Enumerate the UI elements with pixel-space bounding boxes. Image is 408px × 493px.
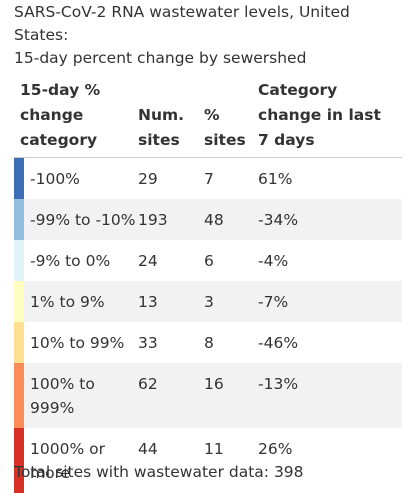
header-category-line: category (20, 128, 138, 153)
table-header-row: 15-day % change category Num. sites % si… (14, 78, 402, 158)
category-label-line: 1% to 9% (30, 290, 138, 314)
pct-sites-cell: 16 (204, 363, 258, 428)
header-change-line: 7 days (258, 128, 402, 153)
num-sites-cell: 29 (138, 158, 204, 200)
category-cell: -100% (24, 158, 138, 200)
category-change-cell: 26% (258, 428, 402, 493)
footer-total-sites: Total sites with wastewater data: 398 (14, 463, 304, 481)
header-category-change: Category change in last 7 days (258, 78, 402, 158)
header-pct-sites-line: % (204, 103, 258, 128)
category-label-line: 999% (30, 396, 138, 420)
category-label-line: -99% to -10% (30, 208, 138, 232)
category-label-line: 1000% or (30, 437, 138, 461)
num-sites-cell: 193 (138, 199, 204, 240)
pct-sites-cell: 6 (204, 240, 258, 281)
num-sites-cell: 33 (138, 322, 204, 363)
pct-sites-cell: 8 (204, 322, 258, 363)
pct-sites-cell: 11 (204, 428, 258, 493)
pct-sites-cell: 7 (204, 158, 258, 200)
category-label-line: -100% (30, 167, 138, 191)
category-color-swatch (14, 199, 24, 240)
category-label-line: 100% to (30, 372, 138, 396)
header-pct-sites: % sites (204, 78, 258, 158)
category-change-cell: -13% (258, 363, 402, 428)
num-sites-cell: 24 (138, 240, 204, 281)
pct-sites-cell: 3 (204, 281, 258, 322)
category-color-swatch (14, 158, 24, 200)
category-color-swatch (14, 240, 24, 281)
category-cell: -9% to 0% (24, 240, 138, 281)
num-sites-cell: 62 (138, 363, 204, 428)
category-change-cell: -46% (258, 322, 402, 363)
header-category: 15-day % change category (14, 78, 138, 158)
category-change-cell: -4% (258, 240, 402, 281)
title-line-3: 15-day percent change by sewershed (14, 47, 399, 70)
header-num-sites: Num. sites (138, 78, 204, 158)
header-num-sites-line: Num. (138, 103, 204, 128)
category-color-swatch (14, 363, 24, 428)
category-label-line: -9% to 0% (30, 249, 138, 273)
category-cell: 10% to 99% (24, 322, 138, 363)
sewershed-change-table: 15-day % change category Num. sites % si… (14, 78, 402, 493)
category-color-swatch (14, 281, 24, 322)
category-change-cell: -7% (258, 281, 402, 322)
category-change-cell: -34% (258, 199, 402, 240)
category-color-swatch (14, 428, 24, 493)
num-sites-cell: 13 (138, 281, 204, 322)
header-num-sites-line: sites (138, 128, 204, 153)
category-cell: -99% to -10% (24, 199, 138, 240)
num-sites-cell: 44 (138, 428, 204, 493)
category-change-cell: 61% (258, 158, 402, 200)
category-label-line: 10% to 99% (30, 331, 138, 355)
header-category-line: 15-day % (20, 78, 138, 103)
title-line-2: States: (14, 24, 399, 47)
category-color-swatch (14, 322, 24, 363)
title-line-1: SARS-CoV-2 RNA wastewater levels, United (14, 1, 399, 24)
header-category-line: change (20, 103, 138, 128)
header-pct-sites-line: sites (204, 128, 258, 153)
category-cell: 1% to 9% (24, 281, 138, 322)
header-change-line: Category (258, 78, 402, 103)
header-change-line: change in last (258, 103, 402, 128)
pct-sites-cell: 48 (204, 199, 258, 240)
chart-title: SARS-CoV-2 RNA wastewater levels, United… (14, 1, 399, 70)
